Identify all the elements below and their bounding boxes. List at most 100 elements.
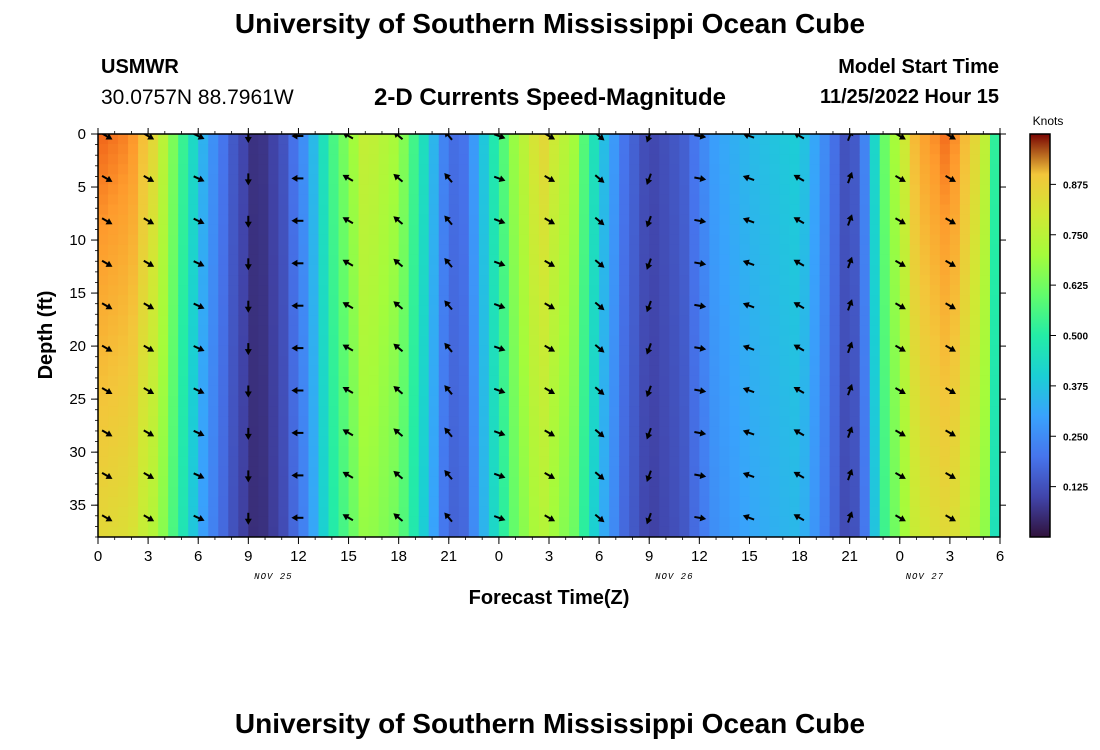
heatmap-cell <box>939 134 951 145</box>
heatmap-cell <box>699 305 710 316</box>
heatmap-cell <box>378 516 390 528</box>
heatmap-cell <box>969 496 981 508</box>
heatmap-cell <box>569 516 580 528</box>
heatmap-cell <box>158 275 169 286</box>
heatmap-cell <box>278 406 290 417</box>
heatmap-cell <box>408 254 420 266</box>
heatmap-cell <box>689 154 700 165</box>
heatmap-cell <box>148 526 159 537</box>
heatmap-cell <box>378 144 390 155</box>
heatmap-cell <box>328 395 340 407</box>
heatmap-cell <box>488 496 500 508</box>
heatmap-cell <box>839 355 851 367</box>
heatmap-cell <box>538 254 550 266</box>
heatmap-cell <box>869 516 881 528</box>
heatmap-cell <box>859 244 871 256</box>
heatmap-cell <box>258 486 269 498</box>
heatmap-cell <box>328 476 340 488</box>
heatmap-cell <box>398 496 410 508</box>
current-arrow <box>645 300 653 313</box>
heatmap-cell <box>228 325 239 337</box>
heatmap-cell <box>328 426 340 437</box>
heatmap-cell <box>919 486 931 498</box>
heatmap-cell <box>929 204 941 216</box>
heatmap-cell <box>518 416 530 427</box>
heatmap-cell <box>949 375 961 387</box>
heatmap-cell <box>198 496 209 508</box>
heatmap-cell <box>959 305 971 316</box>
heatmap-cell <box>569 446 580 457</box>
heatmap-cell <box>178 144 189 155</box>
heatmap-cell <box>619 295 630 306</box>
heatmap-cell <box>208 325 219 337</box>
heatmap-cell <box>719 244 730 256</box>
heatmap-cell <box>559 436 570 447</box>
heatmap-cell <box>158 254 169 266</box>
heatmap-cell <box>468 476 480 488</box>
heatmap-cell <box>538 426 550 437</box>
heatmap-cell <box>639 144 650 155</box>
heatmap-cell <box>559 264 570 276</box>
heatmap-cell <box>959 174 971 185</box>
heatmap-cell <box>408 315 420 327</box>
heatmap-cell <box>538 345 550 357</box>
heatmap-cell <box>418 254 430 266</box>
heatmap-cell <box>108 234 119 246</box>
heatmap-cell <box>579 254 590 266</box>
current-arrow <box>694 514 707 522</box>
heatmap-cell <box>669 154 680 165</box>
heatmap-cell <box>208 134 219 145</box>
heatmap-cell <box>549 315 560 327</box>
heatmap-cell <box>438 506 450 518</box>
heatmap-cell <box>589 345 600 357</box>
heatmap-cell <box>649 184 660 196</box>
heatmap-cell <box>358 154 370 165</box>
heatmap-cell <box>488 174 500 185</box>
heatmap-cell <box>158 375 169 387</box>
heatmap-cell <box>759 375 771 387</box>
heatmap-cell <box>759 466 771 478</box>
heatmap-cell <box>258 224 269 236</box>
heatmap-cell <box>288 345 300 357</box>
chart-subtitle: 2-D Currents Speed-Magnitude <box>373 84 727 111</box>
heatmap-cell <box>979 305 991 316</box>
current-arrow <box>645 215 653 228</box>
heatmap-cell <box>478 275 490 286</box>
heatmap-cell <box>799 406 811 417</box>
station-coordinates: 30.0757N 88.7961W <box>101 86 294 109</box>
heatmap-cell <box>549 164 560 175</box>
heatmap-cell <box>218 184 229 196</box>
heatmap-cell <box>849 144 861 155</box>
heatmap-cell <box>278 184 290 196</box>
heatmap-cell <box>549 325 560 337</box>
heatmap-cell <box>288 285 300 296</box>
heatmap-cell <box>108 285 119 296</box>
heatmap-cell <box>969 385 981 397</box>
current-arrow <box>342 344 354 352</box>
heatmap-cell <box>829 254 841 266</box>
heatmap-cell <box>829 264 841 276</box>
heatmap-cell <box>368 285 380 296</box>
heatmap-cell <box>909 456 921 468</box>
heatmap-cell <box>919 516 931 528</box>
heatmap-cell <box>919 214 931 226</box>
y-tick-label: 0 <box>78 126 86 143</box>
heatmap-cell <box>949 526 961 537</box>
heatmap-cell <box>508 214 520 226</box>
heatmap-cell <box>889 496 901 508</box>
heatmap-cell <box>829 436 841 447</box>
heatmap-cell <box>609 486 620 498</box>
current-arrow <box>846 468 854 481</box>
heatmap-cell <box>248 446 259 457</box>
heatmap-cell <box>288 325 300 337</box>
heatmap-cell <box>969 325 981 337</box>
heatmap-cell <box>639 365 650 377</box>
heatmap-cell <box>518 325 530 337</box>
heatmap-cell <box>228 315 239 327</box>
heatmap-cell <box>108 395 119 407</box>
heatmap-cell <box>609 154 620 165</box>
heatmap-cell <box>218 305 229 316</box>
heatmap-cell <box>348 134 360 145</box>
heatmap-cell <box>919 254 931 266</box>
heatmap-cell <box>398 335 410 347</box>
